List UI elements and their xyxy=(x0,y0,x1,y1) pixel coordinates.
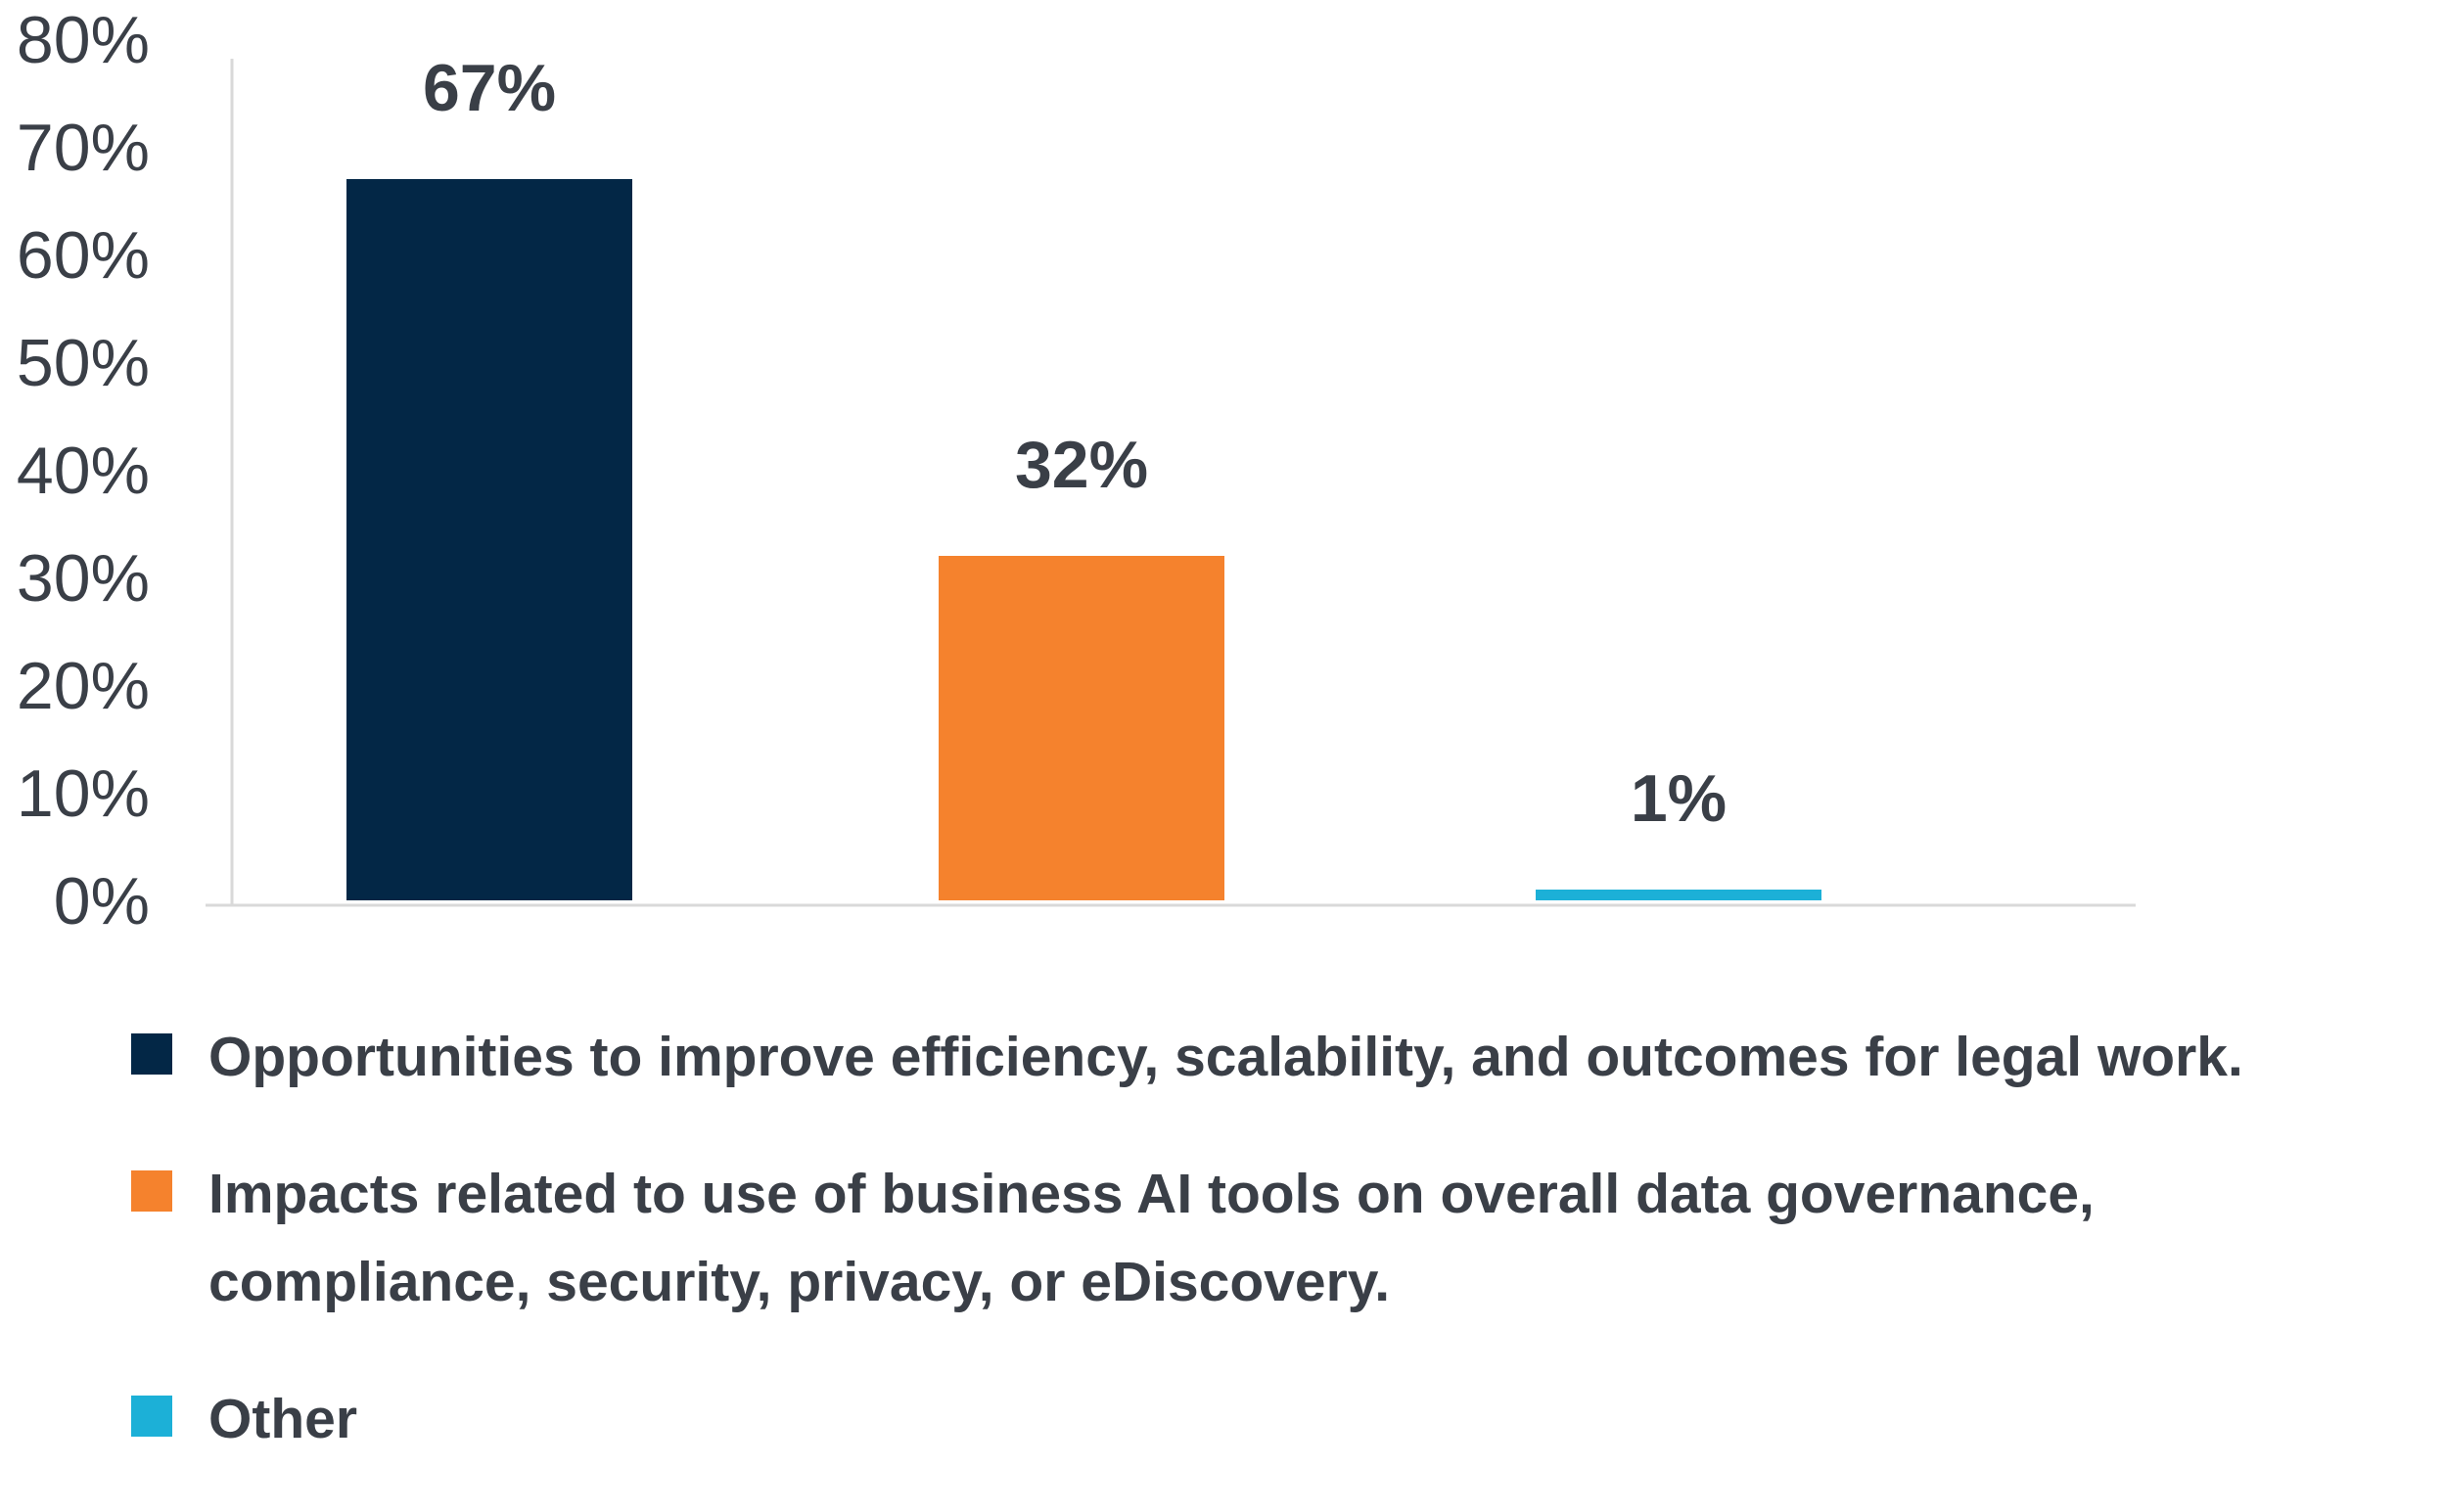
legend: Opportunities to improve efficiency, sca… xyxy=(131,1013,2382,1512)
y-tick-label: 40% xyxy=(17,434,150,508)
y-tick-label: 70% xyxy=(17,111,150,185)
bar-value-label: 32% xyxy=(1015,428,1148,502)
y-tick-label: 30% xyxy=(17,541,150,616)
y-tick-label: 20% xyxy=(17,649,150,723)
legend-swatch xyxy=(131,1396,172,1437)
legend-label: Other xyxy=(208,1388,358,1450)
bar-value-label: 1% xyxy=(1631,761,1727,836)
legend-item: Other xyxy=(131,1375,2382,1463)
legend-item: Opportunities to improve efficiency, sca… xyxy=(131,1013,2382,1101)
bar xyxy=(939,556,1224,900)
y-tick-label: 50% xyxy=(17,326,150,400)
bar xyxy=(1536,890,1821,900)
y-axis-ticks: 0% 10% 20% 30% 40% 50% 60% 70% 80% xyxy=(17,3,150,939)
legend-label: Opportunities to improve efficiency, sca… xyxy=(208,1026,2243,1088)
y-tick-label: 10% xyxy=(17,756,150,831)
bar xyxy=(346,179,632,900)
data-labels: 67% 32% 1% xyxy=(423,51,1727,836)
y-tick-label: 0% xyxy=(54,864,150,939)
y-tick-label: 80% xyxy=(17,3,150,77)
bar-chart: 0% 10% 20% 30% 40% 50% 60% 70% 80% 67% 32% 1% xyxy=(17,3,2136,939)
legend-swatch xyxy=(131,1033,172,1075)
legend-swatch xyxy=(131,1170,172,1212)
legend-label: Impacts related to use of business AI to… xyxy=(208,1163,2095,1313)
bars xyxy=(346,179,1821,900)
bar-value-label: 67% xyxy=(423,51,556,125)
legend-item: Impacts related to use of business AI to… xyxy=(131,1150,2382,1326)
y-tick-label: 60% xyxy=(17,218,150,293)
